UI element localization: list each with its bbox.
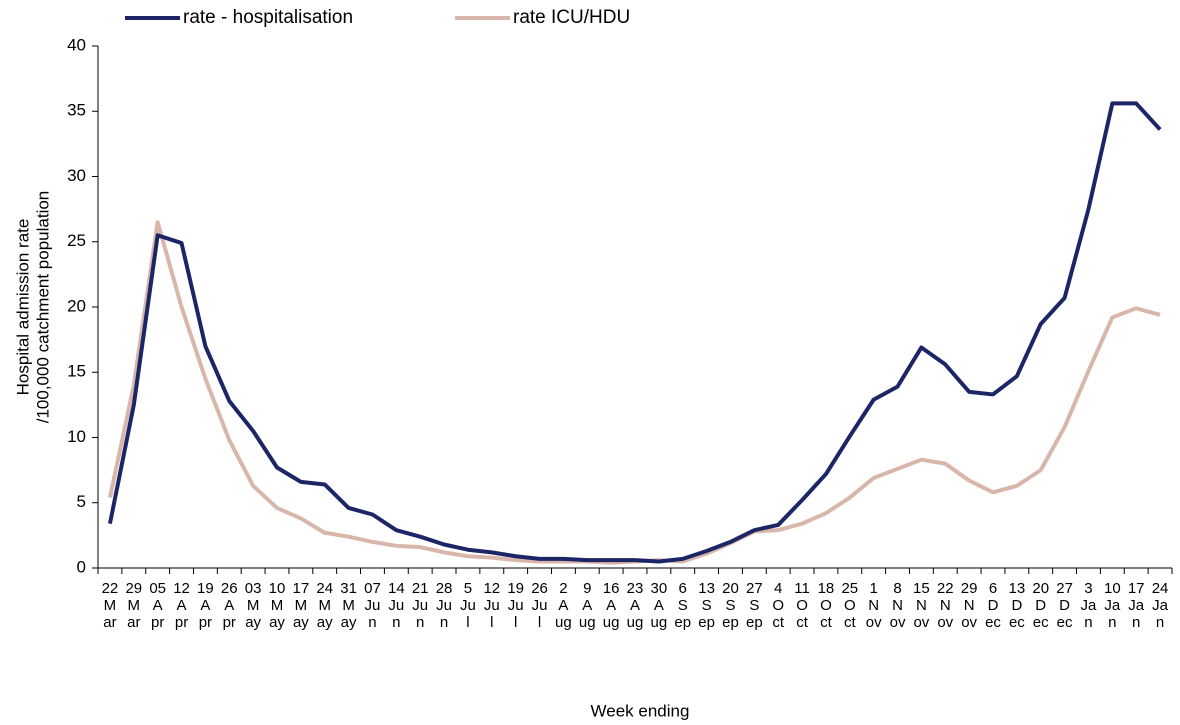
x-tick-label: 8 Nov	[889, 580, 906, 631]
x-tick-label: 4 Oct	[772, 580, 785, 631]
x-tick-label: 31 May	[340, 580, 357, 631]
x-tick-label: 20 Sep	[722, 580, 739, 631]
y-tick-label: 30	[67, 166, 86, 185]
x-tick-label: 14 Jun	[387, 580, 405, 631]
x-tick-label: 21 Jun	[411, 580, 429, 631]
series-line	[107, 101, 1162, 564]
x-tick-label: 10 Jan	[1103, 580, 1121, 631]
x-tick-label: 28 Jun	[435, 580, 453, 631]
x-tick-label: 30 Aug	[650, 580, 668, 631]
x-tick-label: 27 Sep	[745, 580, 763, 631]
x-tick-label: 12 Apr	[173, 580, 190, 631]
x-tick-label: 9 Aug	[578, 580, 596, 631]
x-tick-label: 18 Oct	[817, 580, 835, 631]
x-tick-label: 17 Jan	[1127, 580, 1145, 631]
legend-label: rate - hospitalisation	[183, 7, 353, 28]
x-tick-label: 12 Jul	[483, 580, 501, 631]
x-tick-label: 2 Aug	[555, 580, 572, 631]
x-tick-label: 29 Mar	[125, 580, 143, 631]
x-tick-label: 6 Dec	[985, 580, 1001, 631]
x-tick-label: 29 Nov	[960, 580, 978, 631]
x-tick-label: 23 Aug	[626, 580, 644, 631]
x-tick-label: 19 Apr	[197, 580, 214, 631]
x-tick-label: 20 Dec	[1032, 580, 1050, 631]
x-tick-label: 25 Oct	[841, 580, 859, 631]
x-tick-label: 24 Jan	[1151, 580, 1169, 631]
x-axis-title: Week ending	[591, 701, 690, 720]
y-axis-title: /100,000 catchment population	[33, 191, 52, 424]
y-tick-label: 10	[67, 427, 86, 446]
y-axis-title: Hospital admission rate	[13, 219, 32, 396]
x-tick-label: 07 Jun	[364, 580, 381, 631]
y-tick-label: 35	[67, 101, 86, 120]
x-tick-label: 5 Jul	[460, 580, 476, 631]
x-tick-label: 22 Nov	[936, 580, 954, 631]
x-tick-label: 05 Apr	[149, 580, 166, 631]
x-tick-label: 22 Mar	[101, 580, 119, 631]
x-tick-label: 11 Oct	[794, 580, 810, 631]
y-tick-label: 40	[67, 35, 86, 54]
x-tick-label: 1 Nov	[865, 580, 882, 631]
y-tick-label: 20	[67, 296, 86, 315]
x-tick-label: 26 Jul	[531, 580, 548, 631]
y-tick-label: 25	[67, 231, 86, 250]
x-tick-label: 19 Jul	[507, 580, 524, 631]
y-tick-label: 0	[77, 557, 86, 576]
x-tick-label: 17 May	[292, 580, 310, 631]
x-tick-label: 16 Aug	[602, 580, 620, 631]
x-tick-label: 6 Sep	[674, 580, 692, 631]
x-tick-label: 15 Nov	[913, 580, 930, 631]
x-tick-label: 27 Dec	[1056, 580, 1073, 631]
x-tick-label: 13 Sep	[698, 580, 715, 631]
x-tick-label: 03 May	[244, 580, 262, 631]
x-tick-label: 13 Dec	[1008, 580, 1026, 631]
legend-label: rate ICU/HDU	[513, 7, 630, 28]
x-tick-label: 3 Jan	[1080, 580, 1097, 631]
series-line	[107, 220, 1161, 565]
x-tick-label: 24 May	[316, 580, 334, 631]
x-tick-label: 26 Apr	[220, 580, 238, 631]
x-tick-label: 10 May	[268, 580, 286, 631]
y-tick-label: 5	[77, 492, 86, 511]
y-tick-label: 15	[67, 362, 86, 381]
